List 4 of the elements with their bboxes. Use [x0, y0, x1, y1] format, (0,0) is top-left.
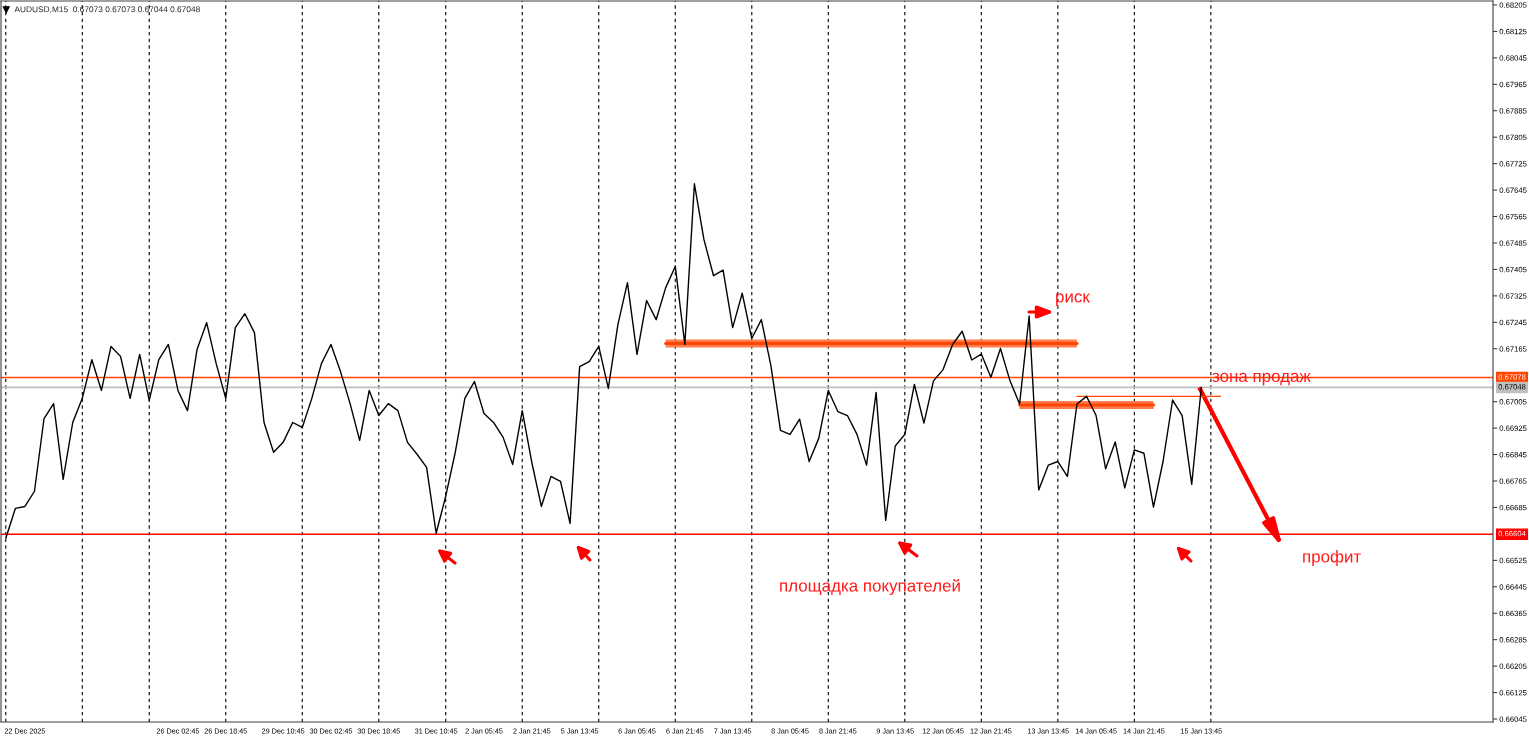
annotation: профит	[1303, 550, 1361, 566]
annotation: площадка покупателей	[780, 578, 960, 596]
annotation: риск	[1056, 293, 1090, 306]
text: AUDUSD,M15 0.67073 0.67073 0.67044 0.67048	[14, 6, 200, 14]
